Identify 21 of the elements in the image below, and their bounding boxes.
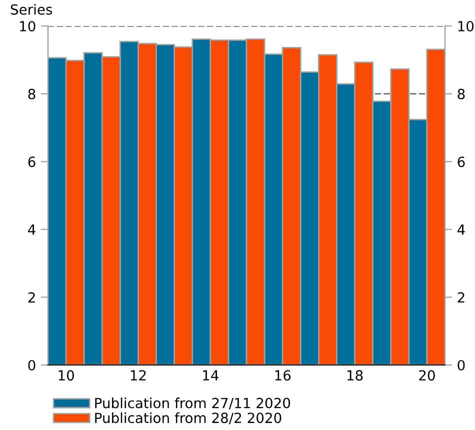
x-tick-label: 12 bbox=[130, 370, 146, 380]
y2-tick-label: 8 bbox=[458, 88, 465, 100]
x-tick-label: 20 bbox=[419, 370, 435, 381]
y-tick-label: 10 bbox=[20, 20, 36, 32]
y-tick-label: 2 bbox=[28, 292, 35, 302]
y2-tick-label: 4 bbox=[457, 224, 465, 235]
y-tick-label: 4 bbox=[28, 224, 36, 235]
y-tick-label: 6 bbox=[28, 156, 36, 168]
x-tick-label: 14 bbox=[203, 370, 218, 380]
y-tick-label: 0 bbox=[28, 360, 36, 370]
y2-tick-label: 2 bbox=[458, 292, 464, 302]
y2-tick-label: 0 bbox=[458, 360, 465, 370]
chart-title: Series bbox=[10, 4, 52, 15]
legend-label: Publication from 27/11 2020 bbox=[95, 398, 290, 410]
y2-tick-label: 10 bbox=[458, 20, 474, 32]
legend-label: Publication from 28/2 2020 bbox=[95, 412, 282, 424]
x-tick-label: 18 bbox=[347, 370, 363, 381]
y2-tick-label: 6 bbox=[458, 156, 465, 168]
y-tick-label: 8 bbox=[28, 88, 36, 100]
x-tick-label: 10 bbox=[58, 370, 74, 381]
x-tick-label: 16 bbox=[275, 370, 291, 381]
